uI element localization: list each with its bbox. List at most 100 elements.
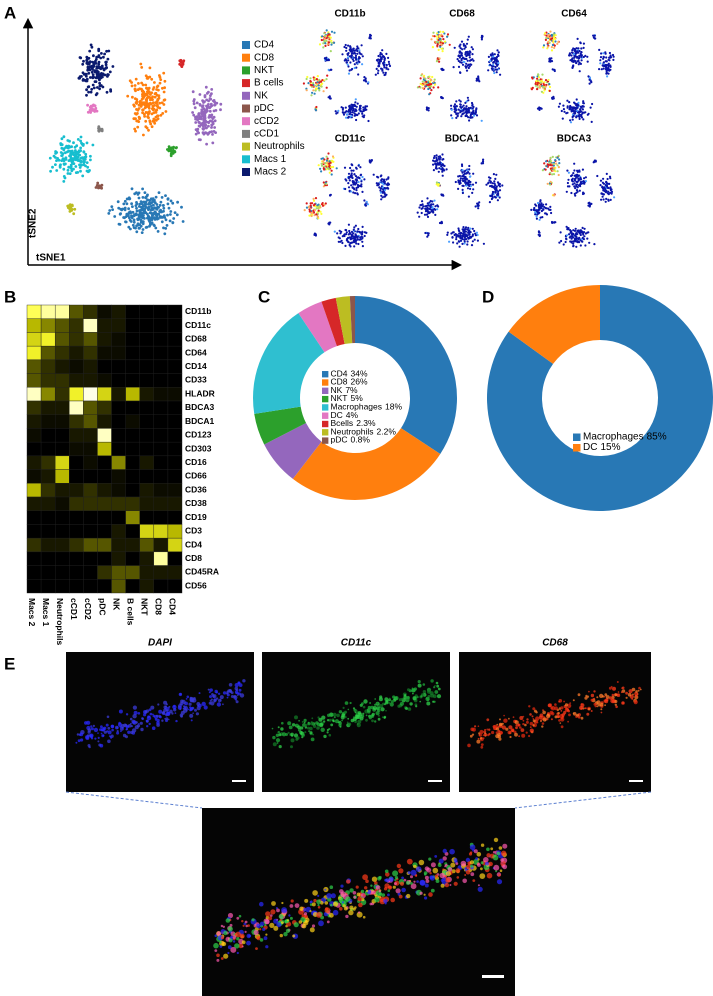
cell-dot [463,236,466,239]
signal-dot [214,949,218,952]
cell-dot [550,46,554,49]
cell-dot [575,103,579,106]
heatmap-cell [125,483,140,498]
cell-dot [427,81,430,84]
cell-dot [451,117,454,120]
cell-dot [495,57,498,61]
cell-dot [85,161,89,165]
legend-label: Macs 2 [254,167,287,178]
cell-dot [609,65,612,68]
cell-dot [565,225,568,228]
cell-dot [158,203,162,207]
image-title: CD68 [542,638,568,649]
cell-dot [467,226,470,229]
signal-dot [265,933,268,936]
legend-label: pDC [331,435,348,445]
cell-dot [475,107,478,110]
heatmap-cell [153,565,169,580]
cell-dot [110,205,114,209]
cell-dot [600,198,603,201]
cell-dot [209,97,213,101]
cell-dot [210,130,214,134]
cell-dot [164,110,168,113]
cell-dot [153,95,157,99]
row-label: CD64 [185,347,207,357]
heatmap-cell [69,537,84,553]
signal-dot [340,891,347,898]
legend-swatch [242,168,250,176]
cell-dot [481,35,484,38]
cell-dot [473,229,476,233]
cell-dot [51,165,54,169]
legend-label: NKT [331,393,348,403]
heatmap-cell [40,318,56,333]
cell-dot [138,116,142,120]
legend-swatch [242,66,250,75]
cell-dot [543,81,546,84]
signal-dot [241,945,244,948]
cell-dot [549,171,552,174]
cell-dot [357,180,360,184]
signal-dot [627,692,632,697]
signal-dot [445,871,451,877]
cell-dot [140,81,144,85]
column-label: NKT [140,598,150,616]
signal-dot [326,920,330,924]
cell-dot [578,61,581,64]
cell-dot [116,200,120,204]
legend-label: Neutrophils [331,426,374,436]
cell-dot [461,177,464,180]
cell-dot [156,84,160,88]
cell-dot [322,90,325,93]
donut-slice [253,313,325,414]
signal-dot [116,726,119,729]
cell-dot [305,202,308,205]
cell-dot [94,108,97,112]
cell-dot [381,196,384,199]
cell-dot [209,105,213,109]
heatmap-cell [167,565,183,580]
cell-dot [54,150,57,153]
cell-dot [580,55,583,58]
cell-dot [571,183,574,186]
cell-dot [434,205,437,208]
cell-dot [535,209,538,212]
cell-dot [96,181,100,185]
cell-dot [451,236,454,239]
signal-dot [460,860,467,867]
cell-dot [355,239,358,242]
cell-dot [430,209,433,212]
cell-dot [459,71,462,74]
value-label: 2.2% [377,426,397,436]
cell-dot [561,117,564,120]
legend-swatch [242,104,250,113]
cell-dot [134,101,138,105]
signal-dot [567,720,569,723]
cell-dot [387,177,390,180]
cell-dot [545,36,548,40]
signal-dot [484,732,486,735]
signal-dot [631,687,636,692]
cell-dot [380,198,383,201]
signal-dot [614,693,617,697]
cell-dot [583,177,586,180]
signal-dot [317,906,321,909]
cell-dot [419,86,422,89]
cell-dot [99,56,103,60]
cell-dot [537,231,541,234]
signal-dot [148,708,152,712]
signal-dot [134,725,139,730]
cell-dot [544,79,548,82]
signal-dot [532,719,536,723]
cell-dot [330,68,333,71]
cell-dot [488,201,491,204]
signal-dot [628,689,633,694]
cell-dot [438,38,441,41]
cell-dot [204,120,208,124]
heatmap-cell [153,496,169,511]
cell-dot [146,115,150,118]
cell-dot [457,227,460,230]
cell-dot [425,205,428,208]
cell-dot [314,197,318,200]
cell-dot [353,51,356,55]
